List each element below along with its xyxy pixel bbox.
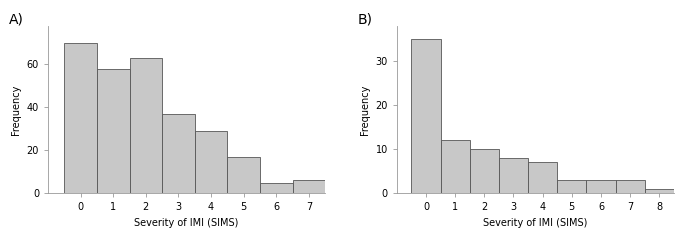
Bar (292, 180, 325, 193)
Bar (195, 131, 227, 193)
Bar (162, 114, 195, 193)
Bar (499, 158, 528, 193)
Bar (97, 69, 129, 193)
Bar (528, 163, 557, 193)
Bar (129, 58, 162, 193)
Bar (616, 180, 645, 193)
Text: A): A) (10, 12, 24, 27)
Bar (412, 39, 440, 193)
Bar (557, 180, 586, 193)
Bar (260, 183, 292, 193)
Bar (645, 189, 674, 193)
Text: B): B) (358, 12, 373, 27)
Bar (64, 43, 97, 193)
X-axis label: Severity of IMI (SIMS): Severity of IMI (SIMS) (483, 218, 588, 228)
Y-axis label: Frequency: Frequency (360, 84, 370, 135)
Bar (227, 157, 260, 193)
Bar (586, 180, 616, 193)
Y-axis label: Frequency: Frequency (11, 84, 21, 135)
Bar (470, 149, 499, 193)
X-axis label: Severity of IMI (SIMS): Severity of IMI (SIMS) (134, 218, 239, 228)
Bar (440, 141, 470, 193)
